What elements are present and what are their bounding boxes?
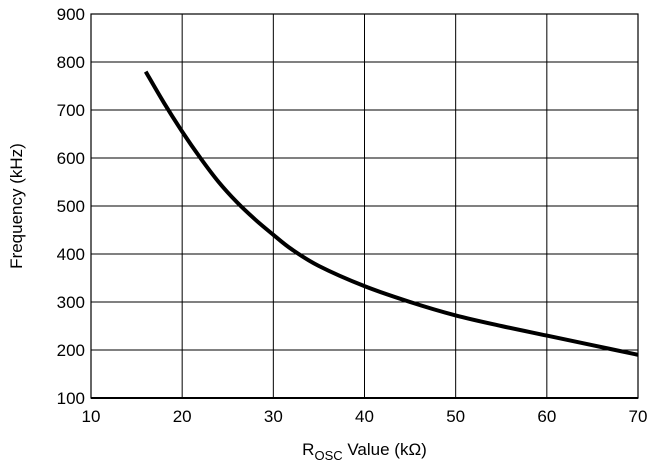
series-layer: [143, 70, 639, 357]
x-tick-label: 70: [629, 407, 648, 426]
frequency-curve: [143, 70, 639, 357]
x-axis-title-symbol: R: [302, 440, 314, 459]
y-tick-label: 900: [57, 5, 85, 24]
tick-label-layer: 10 20 30 40 50 60 70 100 200 300 400 500 600 700 800 90…: [57, 5, 648, 426]
y-tick-label: 700: [57, 101, 85, 120]
plot-frame: [90, 13, 639, 399]
x-tick-label: 40: [355, 407, 374, 426]
x-tick-label: 60: [537, 407, 556, 426]
x-axis-title: ROSC Value (kΩ): [302, 440, 427, 463]
x-tick-label: 20: [173, 407, 192, 426]
x-tick-label: 10: [82, 407, 101, 426]
x-tick-label: 30: [264, 407, 283, 426]
y-axis-title: Frequency (kHz): [7, 143, 26, 269]
y-tick-label: 400: [57, 245, 85, 264]
y-tick-label: 600: [57, 149, 85, 168]
grid-layer: [91, 14, 638, 399]
y-tick-label: 100: [57, 389, 85, 408]
x-tick-label: 50: [446, 407, 465, 426]
y-tick-label: 200: [57, 341, 85, 360]
y-tick-label: 500: [57, 197, 85, 216]
x-axis-title-rest: Value (kΩ): [343, 440, 427, 459]
x-axis-title-subscript: OSC: [314, 448, 342, 463]
y-tick-label: 800: [57, 53, 85, 72]
y-tick-label: 300: [57, 293, 85, 312]
